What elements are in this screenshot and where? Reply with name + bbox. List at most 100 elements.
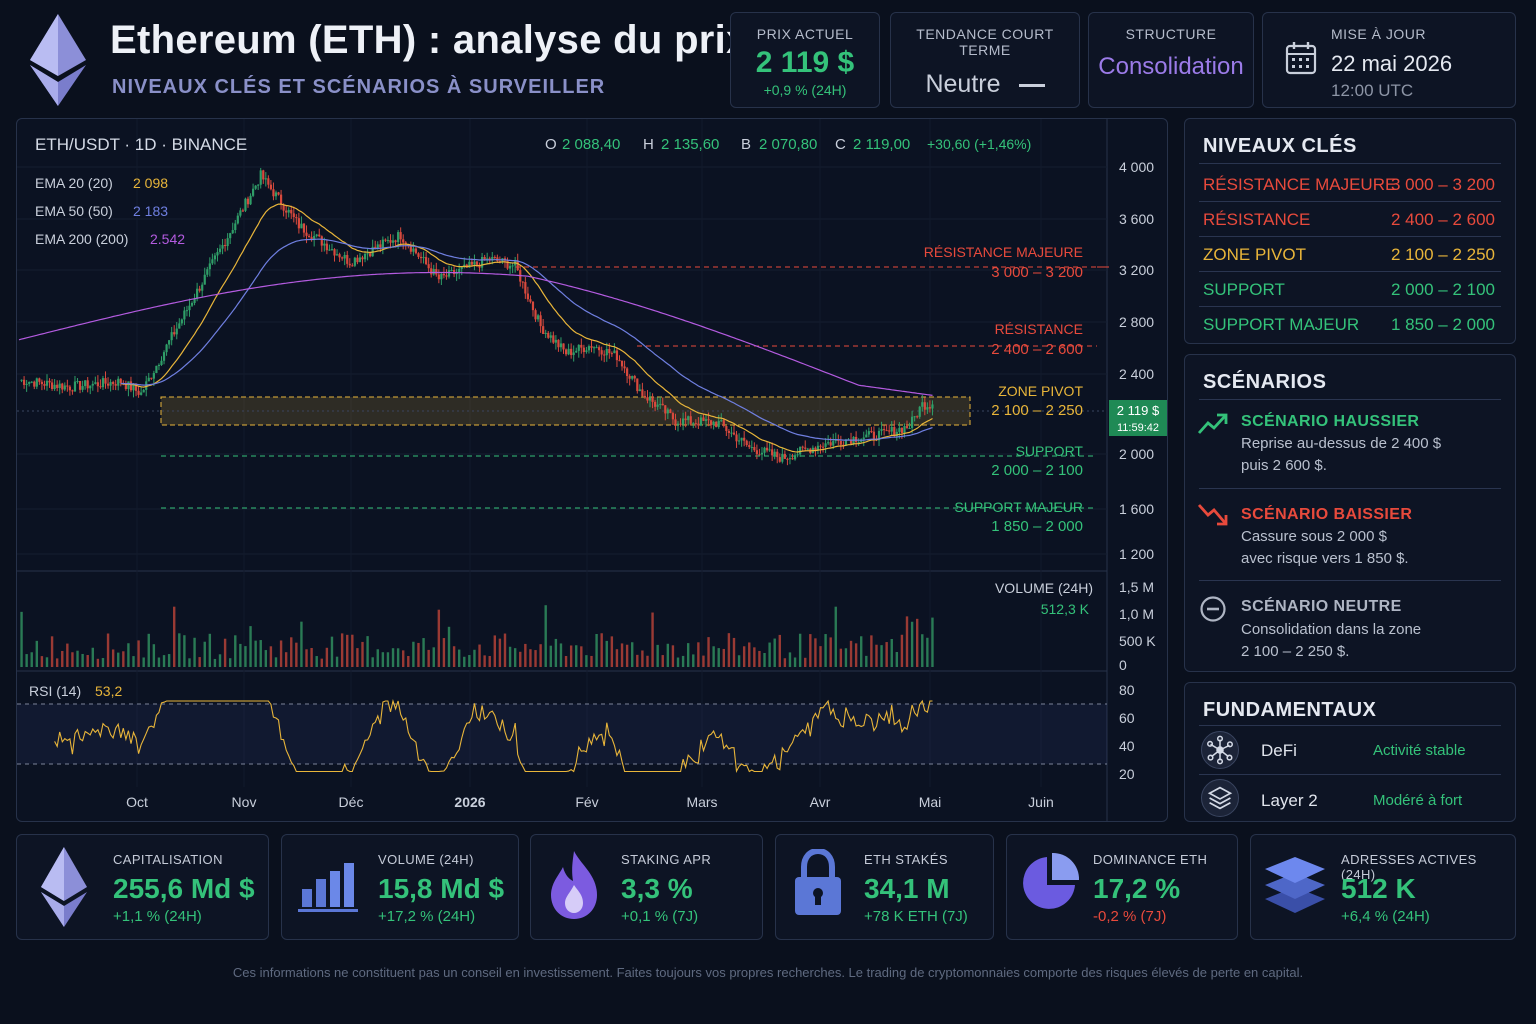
volume-bar [849,640,853,667]
candle-body [870,431,873,433]
volume-bar [605,640,608,667]
candle-body [402,239,405,243]
volume-bar [111,649,115,667]
candle-body [885,430,888,432]
volume-bar [25,654,28,667]
stat-change: +0,1 % (7J) [621,908,699,925]
candle-body [251,188,255,196]
update-date: 22 mai 2026 [1331,51,1453,76]
candle-body [732,432,736,435]
volume-bar [854,643,858,667]
candle-body [234,223,237,231]
volume-bar [218,654,222,667]
candle-body [544,332,547,334]
candle-body [516,260,519,271]
candle-body [274,192,278,197]
candle-body [712,421,715,426]
candle-body [755,450,758,455]
volume-bar [595,633,598,667]
candle-body [150,377,153,379]
month-tick-label: Mai [919,794,942,810]
scenario-bull-line2: puis 2 600 $. [1241,457,1327,474]
candle-body [236,215,239,224]
candle-body [45,380,49,386]
volume-bar [447,626,451,667]
scenario-neutral-line2: 2 100 – 2 250 $. [1241,643,1350,660]
candle-body [356,257,359,263]
candle-body [491,257,494,261]
structure-label: STRUCTURE [1125,26,1217,42]
candle-body [435,269,438,275]
volume-bar [809,634,812,667]
volume-bar [758,650,761,667]
level-label-pivot: ZONE PIVOT [998,383,1083,399]
month-tick-label: Fév [575,794,598,810]
volume-bar [223,638,227,667]
volume-bar [422,638,425,667]
candle-body [590,346,593,348]
candle-body [343,254,346,259]
volume-bar [91,647,94,667]
candle-body [58,383,61,388]
candle-body [404,242,407,245]
pivot-zone [160,396,971,426]
stat-value: 512 K [1341,873,1416,904]
stat-label: STAKING APR [621,852,712,867]
candle-body [397,232,400,243]
candle-body [157,365,161,367]
volume-bar [30,652,33,667]
candle-body [727,430,730,433]
lock-icon [795,849,841,915]
calendar-icon [1285,42,1317,75]
volume-bar [549,645,552,667]
candle-body [442,273,446,276]
candle-body [297,218,300,229]
candle-body [664,405,667,414]
candle-body [824,443,827,447]
candle-body [788,458,792,460]
candle-body [582,347,585,353]
price-chart[interactable]: ETH/USDT · 1D · BINANCE O 2 088,40 H 2 1… [17,119,1168,822]
volume-bar [366,636,369,667]
volume-bar [524,643,527,667]
candle-body [679,423,682,425]
candle-body [480,256,484,268]
candle-body [898,427,901,432]
candle-body [722,420,725,427]
volume-bar [712,646,715,667]
volume-bar [900,634,904,667]
candle-body [793,455,797,460]
candle-body [185,310,189,312]
candle-body [216,252,219,256]
price-chart-panel[interactable]: ETH/USDT · 1D · BINANCE O 2 088,40 H 2 1… [16,118,1168,822]
ohlc-low: 2 070,80 [759,136,817,153]
volume-bars [20,605,934,667]
candle-body [806,448,809,450]
candle-body [422,257,425,259]
candle-body [661,403,664,406]
candle-body [389,240,392,243]
key-level-range: 1 850 – 2 000 [1391,315,1495,334]
candle-body [626,368,629,376]
candle-body [542,326,545,334]
ema20-value: 2 098 [133,175,168,191]
candle-body [203,274,206,285]
volume-bar [371,657,374,667]
candle-body [577,344,580,351]
ema20-label: EMA 20 (20) [35,175,113,191]
volume-bar [122,651,125,667]
candle-body [86,380,89,389]
candle-body [25,383,28,385]
volume-bar [259,640,262,667]
candle-body [376,244,379,249]
candle-body [267,178,270,185]
candle-body [928,407,932,409]
candle-body [697,423,700,426]
scenario-bull-text: Reprise au-dessus de 2 400 $ puis 2 600 … [1241,433,1441,477]
volume-bar [931,617,934,667]
candle-body [760,452,764,455]
month-tick-label: Mars [686,794,717,810]
volume-tick-label: 0 [1119,657,1127,673]
candle-body [391,240,395,243]
volume-bar [20,611,23,667]
